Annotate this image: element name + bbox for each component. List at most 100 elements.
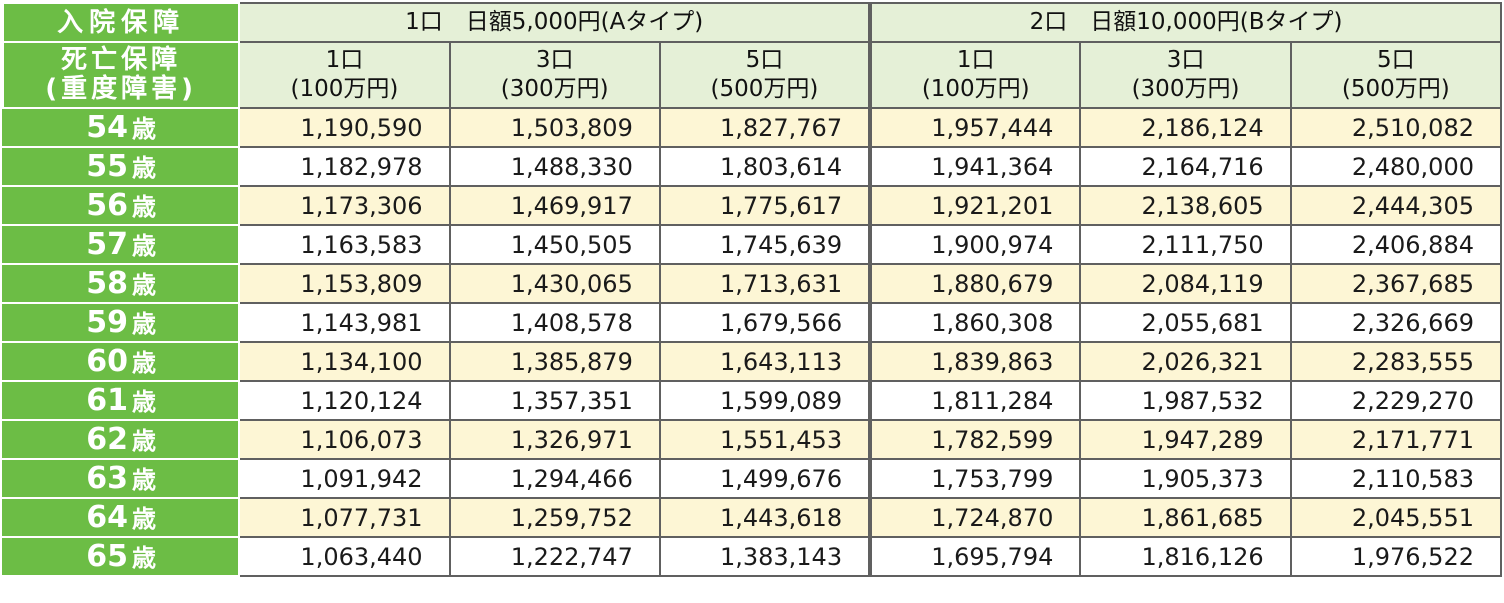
premium-value-cell: 1,839,863 xyxy=(868,341,1082,382)
units-label: 1口 xyxy=(325,47,364,73)
header-row-2: 死亡保障 (重度障害) 1口 (100万円) 3口 (300万円) 5口 (50… xyxy=(1,41,1503,109)
premium-value-cell: 2,283,555 xyxy=(1289,341,1503,382)
age-suffix: 歳 xyxy=(132,465,157,494)
age-suffix: 歳 xyxy=(132,114,157,143)
premium-value-cell: 2,444,305 xyxy=(1289,185,1503,226)
sub-col-header: 1口 (100万円) xyxy=(868,41,1082,109)
premium-value-cell: 2,164,716 xyxy=(1079,146,1292,187)
premium-value-cell: 1,782,599 xyxy=(868,419,1082,460)
premium-value-cell: 1,503,809 xyxy=(448,107,661,148)
age-suffix: 歳 xyxy=(132,348,157,377)
premium-value-cell: 1,222,747 xyxy=(448,536,661,577)
age-value: 59 xyxy=(86,304,129,340)
sub-col-header: 1口 (100万円) xyxy=(238,41,451,109)
premium-value-cell: 2,171,771 xyxy=(1289,419,1503,460)
amount-label: (300万円) xyxy=(1131,76,1240,102)
premium-value-cell: 2,326,669 xyxy=(1289,302,1503,343)
premium-value-cell: 1,695,794 xyxy=(868,536,1082,577)
premium-value-cell: 1,957,444 xyxy=(868,107,1082,148)
premium-value-cell: 2,510,082 xyxy=(1289,107,1503,148)
premium-value-cell: 1,326,971 xyxy=(448,419,661,460)
premium-value-cell: 1,811,284 xyxy=(868,380,1082,421)
age-value: 57 xyxy=(86,226,129,262)
age-cell: 61 歳 xyxy=(1,380,241,421)
premium-table: 入院保障 1口 日額5,000円(Aタイプ) 2口 日額10,000円(Bタイプ… xyxy=(1,2,1503,577)
premium-value-cell: 1,900,974 xyxy=(868,224,1082,265)
age-suffix: 歳 xyxy=(132,504,157,533)
type-a-group-header: 1口 日額5,000円(Aタイプ) xyxy=(238,2,872,43)
units-label: 5口 xyxy=(1377,47,1415,73)
sub-col-header: 3口 (300万円) xyxy=(1079,41,1292,109)
age-suffix: 歳 xyxy=(132,309,157,338)
table-row: 57 歳 1,163,583 1,450,505 1,745,639 1,900,974 2… xyxy=(1,224,1503,265)
age-value: 56 xyxy=(86,187,129,223)
age-cell: 54 歳 xyxy=(1,107,241,148)
header-row-1: 入院保障 1口 日額5,000円(Aタイプ) 2口 日額10,000円(Bタイプ… xyxy=(1,2,1502,43)
amount-label: (300万円) xyxy=(500,76,609,102)
table-row: 60 歳 1,134,100 1,385,879 1,643,113 1,839,863 2… xyxy=(1,341,1503,382)
premium-value-cell: 2,186,124 xyxy=(1079,107,1292,148)
premium-value-cell: 1,450,505 xyxy=(448,224,661,265)
table-body: 54 歳 1,190,590 1,503,809 1,827,767 1,957,444 2… xyxy=(1,107,1503,577)
units-label: 3口 xyxy=(535,47,574,73)
premium-value-cell: 1,599,089 xyxy=(658,380,872,421)
severe-disability-label: (重度障害) xyxy=(45,74,198,104)
age-cell: 55 歳 xyxy=(1,146,241,187)
premium-value-cell: 1,745,639 xyxy=(658,224,872,265)
premium-value-cell: 1,469,917 xyxy=(448,185,661,226)
table-row: 54 歳 1,190,590 1,503,809 1,827,767 1,957,444 2… xyxy=(1,107,1503,148)
age-suffix: 歳 xyxy=(132,387,157,416)
premium-value-cell: 1,987,532 xyxy=(1079,380,1292,421)
premium-value-cell: 1,163,583 xyxy=(238,224,451,265)
sub-col-header: 5口 (500万円) xyxy=(658,41,872,109)
age-value: 55 xyxy=(86,148,129,184)
premium-value-cell: 1,816,126 xyxy=(1079,536,1292,577)
premium-value-cell: 2,480,000 xyxy=(1289,146,1503,187)
age-suffix: 歳 xyxy=(132,270,157,299)
premium-value-cell: 1,408,578 xyxy=(448,302,661,343)
death-coverage-label: 死亡保障 xyxy=(61,45,182,75)
age-suffix: 歳 xyxy=(132,192,157,221)
premium-value-cell: 1,294,466 xyxy=(448,458,661,499)
premium-value-cell: 1,803,614 xyxy=(658,146,872,187)
premium-value-cell: 2,406,884 xyxy=(1289,224,1503,265)
premium-value-cell: 1,443,618 xyxy=(658,497,872,538)
premium-value-cell: 2,110,583 xyxy=(1289,458,1503,499)
premium-value-cell: 1,173,306 xyxy=(238,185,451,226)
table-row: 56 歳 1,173,306 1,469,917 1,775,617 1,921,201 2… xyxy=(1,185,1503,226)
table-row: 55 歳 1,182,978 1,488,330 1,803,614 1,941,364 2… xyxy=(1,146,1503,187)
age-value: 65 xyxy=(86,538,129,574)
amount-label: (500万円) xyxy=(710,76,819,102)
premium-value-cell: 1,753,799 xyxy=(868,458,1082,499)
age-value: 58 xyxy=(86,265,129,301)
sub-col-header: 3口 (300万円) xyxy=(448,41,661,109)
premium-value-cell: 1,947,289 xyxy=(1079,419,1292,460)
premium-value-cell: 1,941,364 xyxy=(868,146,1082,187)
premium-value-cell: 1,976,522 xyxy=(1289,536,1503,577)
age-suffix: 歳 xyxy=(132,543,157,572)
premium-value-cell: 2,055,681 xyxy=(1079,302,1292,343)
age-cell: 56 歳 xyxy=(1,185,241,226)
premium-value-cell: 2,138,605 xyxy=(1079,185,1292,226)
age-suffix: 歳 xyxy=(132,153,157,182)
amount-label: (100万円) xyxy=(921,76,1030,102)
age-cell: 60 歳 xyxy=(1,341,241,382)
hospitalization-coverage-header: 入院保障 xyxy=(1,2,241,43)
premium-value-cell: 1,921,201 xyxy=(868,185,1082,226)
premium-value-cell: 1,643,113 xyxy=(658,341,872,382)
premium-value-cell: 1,383,143 xyxy=(658,536,872,577)
table-row: 63 歳 1,091,942 1,294,466 1,499,676 1,753,799 1… xyxy=(1,458,1503,499)
units-label: 5口 xyxy=(745,47,784,73)
age-value: 61 xyxy=(86,382,129,418)
premium-value-cell: 1,679,566 xyxy=(658,302,872,343)
premium-value-cell: 1,134,100 xyxy=(238,341,451,382)
premium-value-cell: 1,499,676 xyxy=(658,458,872,499)
premium-value-cell: 1,860,308 xyxy=(868,302,1082,343)
table-row: 58 歳 1,153,809 1,430,065 1,713,631 1,880,679 2… xyxy=(1,263,1503,304)
premium-value-cell: 1,385,879 xyxy=(448,341,661,382)
age-cell: 62 歳 xyxy=(1,419,241,460)
units-label: 1口 xyxy=(956,47,995,73)
premium-value-cell: 1,143,981 xyxy=(238,302,451,343)
premium-value-cell: 1,120,124 xyxy=(238,380,451,421)
